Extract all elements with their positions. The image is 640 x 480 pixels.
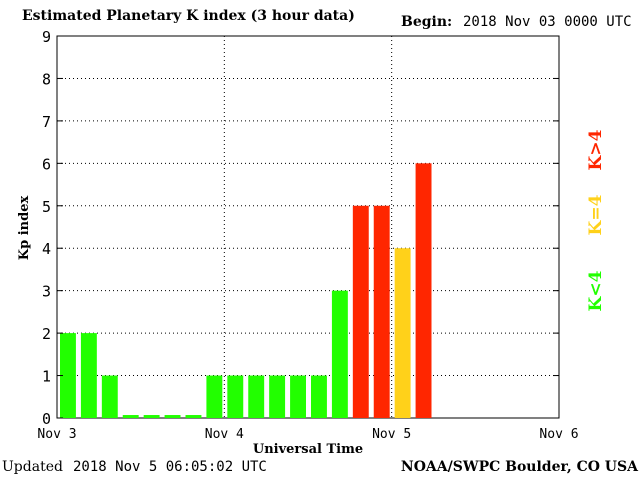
kp-bar — [101, 375, 118, 418]
x-tick-label: Nov 3 — [37, 427, 76, 442]
kp-bar — [373, 205, 390, 418]
kp-bar — [206, 375, 223, 418]
kp-bar — [164, 415, 181, 418]
chart-title: Estimated Planetary K index (3 hour data… — [22, 8, 355, 24]
y-tick-label: 4 — [42, 240, 51, 258]
plot-frame — [56, 35, 560, 419]
y-tick-label: 3 — [42, 283, 51, 301]
kp-bar — [331, 290, 348, 418]
bars — [60, 163, 432, 418]
kp-bar — [248, 375, 265, 418]
kp-bar — [352, 205, 369, 418]
kp-bar — [394, 248, 411, 418]
kp-bar — [415, 163, 432, 418]
begin-label: Begin: — [401, 14, 453, 30]
y-tick-label: 7 — [42, 113, 51, 131]
credit-text: NOAA/SWPC Boulder, CO USA — [400, 459, 638, 475]
legend-mid: K=4 — [586, 194, 606, 235]
kp-bar — [60, 333, 76, 418]
legend-high: K>4 — [586, 129, 606, 170]
kp-bar — [122, 415, 139, 418]
y-axis-ticks: 0 1 2 3 4 5 6 7 8 9 — [42, 28, 559, 428]
y-tick-label: 2 — [42, 325, 51, 343]
updated-label: Updated — [2, 459, 63, 475]
y-tick-label: 9 — [42, 28, 51, 46]
y-axis-label: Kp index — [17, 196, 32, 261]
y-tick-label: 5 — [42, 198, 51, 216]
y-tick-label: 0 — [42, 410, 51, 428]
grid — [57, 36, 559, 418]
x-tick-label: Nov 4 — [205, 427, 244, 442]
y-tick-label: 8 — [42, 70, 51, 88]
kp-bar — [227, 375, 244, 418]
kp-bar — [290, 375, 306, 418]
y-tick-label: 6 — [42, 155, 51, 173]
y-tick-label: 1 — [42, 368, 51, 386]
x-tick-label: Nov 5 — [372, 427, 411, 442]
x-tick-label: Nov 6 — [539, 427, 578, 442]
begin-value: 2018 Nov 03 0000 UTC — [463, 14, 632, 30]
x-axis-ticks: Nov 3 Nov 4 Nov 5 Nov 6 — [37, 427, 578, 442]
legend-low: K<4 — [586, 270, 606, 311]
x-axis-label: Universal Time — [253, 442, 363, 457]
kp-bar — [185, 415, 202, 418]
kp-bar — [80, 333, 97, 418]
kp-bar — [143, 415, 160, 418]
updated-value: 2018 Nov 5 06:05:02 UTC — [73, 459, 267, 475]
kp-bar — [269, 375, 286, 418]
kp-bar — [311, 375, 327, 418]
